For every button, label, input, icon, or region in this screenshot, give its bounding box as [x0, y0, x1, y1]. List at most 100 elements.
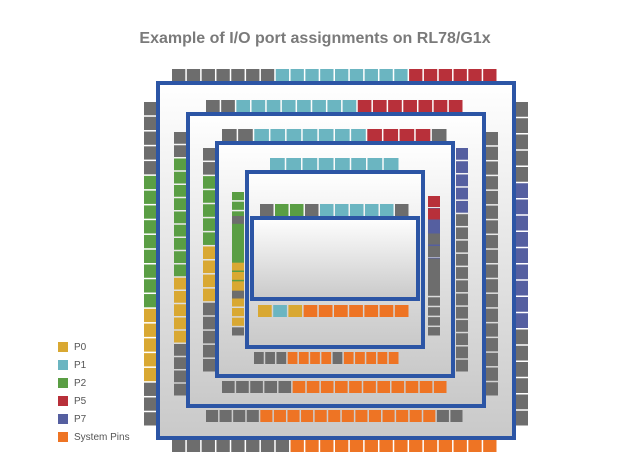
- pin-right-p7: [428, 227, 440, 237]
- pin-right-nc: [456, 253, 468, 266]
- pin-bottom-sys: [314, 410, 327, 422]
- pin-bottom-nc: [246, 440, 260, 452]
- pin-top-p1: [254, 129, 269, 141]
- pin-left-p0: [144, 353, 156, 367]
- pin-bottom-sys: [377, 352, 388, 364]
- pin-bottom-sys: [334, 305, 348, 317]
- pin-right-nc: [428, 246, 440, 257]
- pin-bottom-sys: [306, 381, 320, 393]
- legend-item-p2: P2: [58, 374, 130, 392]
- pin-left-nc: [174, 132, 186, 144]
- pin-right-nc: [428, 307, 440, 316]
- pin-left-nc: [203, 330, 215, 344]
- pin-right-p7: [456, 200, 468, 213]
- pin-bottom-nc: [250, 381, 263, 393]
- pin-bottom-p0: [258, 305, 272, 317]
- pin-right-p5: [428, 196, 440, 207]
- pin-left-nc: [144, 102, 156, 116]
- pin-top-p1: [270, 129, 286, 141]
- pin-top-p1: [290, 69, 304, 81]
- pin-top-p1: [350, 204, 364, 216]
- pin-top-p5: [418, 100, 433, 112]
- pin-bottom-nc: [260, 440, 275, 452]
- pin-bottom-nc: [278, 381, 292, 393]
- pin-bottom-nc: [216, 440, 230, 452]
- pin-top-p5: [453, 69, 467, 81]
- pin-bottom-sys: [409, 440, 423, 452]
- pin-left-p0: [232, 317, 244, 326]
- pin-top-p1: [286, 158, 301, 170]
- pin-right-p7: [516, 232, 528, 247]
- legend-label-p7: P7: [74, 413, 87, 425]
- pin-top-p5: [415, 129, 431, 141]
- pin-bottom-sys: [303, 305, 318, 317]
- pin-left-nc: [144, 412, 156, 426]
- pin-bottom-sys: [409, 410, 422, 422]
- pin-top-p1: [335, 158, 350, 170]
- pin-right-p7: [516, 264, 528, 280]
- pin-right-nc: [486, 205, 498, 219]
- pin-bottom-nc: [222, 381, 235, 393]
- pin-right-nc: [428, 317, 440, 326]
- pin-top-p5: [388, 100, 402, 112]
- pin-left-nc: [144, 131, 156, 145]
- pin-bottom-sys: [301, 410, 314, 422]
- pin-left-p2: [203, 190, 215, 203]
- pin-left-p2: [144, 220, 156, 234]
- pin-left-nc: [232, 290, 244, 299]
- pin-top-p1: [312, 100, 326, 112]
- legend-item-p5: P5: [58, 392, 130, 410]
- pin-left-p0: [203, 246, 215, 259]
- pin-top-p5: [423, 69, 438, 81]
- pin-bottom-nc: [219, 410, 232, 422]
- pin-left-nc: [203, 148, 215, 161]
- pin-right-nc: [486, 146, 498, 160]
- pin-right-nc: [486, 308, 498, 322]
- pin-left-nc: [144, 397, 156, 411]
- pin-right-nc: [516, 150, 528, 166]
- pin-right-p7: [456, 148, 468, 160]
- pin-bottom-nc: [276, 352, 287, 364]
- legend-label-system-pins: System Pins: [74, 431, 130, 443]
- pin-right-p7: [516, 183, 528, 198]
- pin-bottom-sys: [423, 440, 438, 452]
- pin-left-p0: [203, 274, 215, 288]
- pin-right-nc: [486, 176, 498, 190]
- pin-left-p2: [203, 232, 215, 245]
- pin-top-p1: [318, 158, 334, 170]
- pin-bottom-sys: [310, 352, 320, 364]
- pin-right-nc: [456, 306, 468, 319]
- pin-right-nc: [486, 161, 498, 175]
- pin-left-p0: [203, 288, 215, 302]
- pin-bottom-sys: [405, 381, 419, 393]
- pin-bottom-nc: [206, 410, 219, 422]
- pin-left-p0: [174, 317, 186, 330]
- legend-label-p0: P0: [74, 341, 87, 353]
- pin-top-p1: [302, 129, 318, 141]
- pin-right-p7: [516, 280, 528, 296]
- pin-left-nc: [203, 302, 215, 316]
- pin-left-p2: [174, 251, 186, 263]
- pin-bottom-sys: [423, 410, 436, 422]
- pin-top-p1: [270, 158, 285, 170]
- pin-bottom-sys: [260, 410, 273, 422]
- pin-right-nc: [428, 271, 440, 282]
- pin-left-p2: [144, 175, 156, 190]
- pin-left-p2: [174, 158, 186, 171]
- pin-right-nc: [456, 240, 468, 253]
- pin-bottom-sys: [328, 410, 341, 422]
- pin-right-p5: [428, 208, 440, 220]
- pin-left-p2: [174, 198, 186, 210]
- pin-left-p2: [232, 221, 244, 230]
- pin-bottom-nc: [264, 381, 278, 393]
- legend-swatch-p1: [58, 360, 68, 370]
- pin-bottom-p1: [273, 305, 287, 317]
- pin-top-p1: [251, 100, 266, 112]
- pin-top-p5: [399, 129, 415, 141]
- pin-top-p1: [364, 69, 378, 81]
- pin-left-p2: [232, 211, 244, 220]
- pin-top-p5: [433, 100, 448, 112]
- pin-right-nc: [456, 293, 468, 306]
- pin-bottom-sys: [438, 440, 453, 452]
- pin-top-p1: [297, 100, 311, 112]
